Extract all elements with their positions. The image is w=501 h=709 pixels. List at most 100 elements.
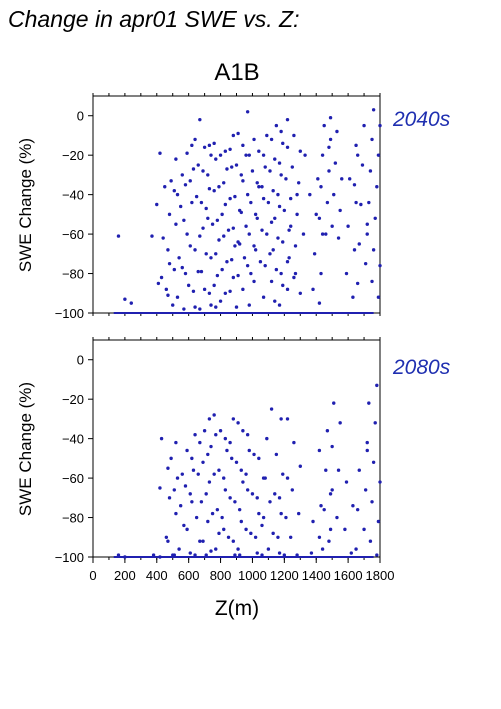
data-point (257, 185, 261, 189)
data-point (233, 500, 237, 504)
plot-frame (92, 95, 381, 314)
data-point (282, 208, 287, 213)
data-point (260, 185, 264, 189)
data-point (158, 555, 162, 559)
data-point (297, 181, 301, 185)
data-point (169, 179, 173, 183)
data-point (346, 224, 350, 228)
data-point (222, 476, 226, 480)
data-point (335, 515, 339, 520)
data-point (292, 440, 296, 445)
data-point (378, 123, 382, 128)
data-point (255, 551, 259, 555)
data-point (365, 222, 369, 226)
data-point (212, 188, 216, 193)
data-point (378, 480, 382, 484)
data-points (113, 108, 382, 314)
data-point (271, 531, 275, 536)
period-label: 2080s (392, 356, 451, 379)
data-point (295, 553, 299, 557)
data-point (320, 547, 325, 551)
y-tick-label: −20 (62, 148, 84, 163)
data-point (245, 192, 250, 197)
data-point (373, 421, 377, 425)
data-point (196, 163, 200, 167)
data-point (212, 141, 216, 146)
data-point (274, 123, 279, 128)
data-point (276, 236, 280, 240)
data-point (172, 488, 176, 492)
data-point (268, 169, 272, 173)
data-point (180, 173, 184, 177)
data-point (359, 202, 363, 207)
data-point (190, 200, 194, 205)
data-point (324, 468, 328, 472)
data-point (269, 407, 274, 411)
data-point (327, 145, 331, 149)
data-point (214, 432, 218, 437)
data-point (163, 185, 167, 189)
figure-title: Change in apr01 SWE vs. Z: (8, 6, 299, 32)
data-point (365, 232, 369, 236)
data-point (290, 488, 294, 492)
data-point (277, 303, 282, 307)
data-point (284, 177, 288, 181)
data-point (285, 476, 290, 480)
data-point (239, 468, 243, 472)
y-tick-label: −40 (62, 188, 84, 203)
data-point (188, 551, 192, 555)
data-point (234, 460, 239, 465)
data-point (287, 228, 291, 232)
data-point (244, 224, 248, 228)
data-point (234, 163, 239, 167)
data-point (247, 303, 251, 307)
data-point (167, 261, 172, 266)
data-point (303, 153, 307, 157)
data-point (212, 413, 216, 417)
data-point (261, 153, 266, 157)
data-point (166, 466, 170, 470)
data-point (236, 421, 240, 425)
data-point (198, 539, 202, 543)
data-point (322, 123, 326, 128)
data-point (190, 500, 194, 504)
data-point (252, 452, 256, 457)
data-point (362, 123, 366, 128)
data-point (241, 429, 245, 433)
data-point (244, 472, 248, 476)
data-point (198, 307, 202, 311)
data-point (212, 472, 216, 476)
data-point (357, 242, 361, 246)
x-axis-label: Z(m) (215, 597, 259, 620)
data-point (175, 192, 180, 197)
data-point (335, 129, 339, 134)
data-point (172, 188, 176, 193)
data-point (328, 137, 333, 142)
data-point (370, 137, 374, 142)
data-point (281, 141, 285, 146)
data-point (175, 476, 180, 480)
data-point (217, 468, 221, 472)
data-point (190, 143, 194, 148)
data-point (247, 232, 251, 236)
data-point (201, 169, 205, 173)
data-point (249, 200, 253, 205)
data-point (285, 417, 290, 421)
data-point (340, 177, 344, 181)
data-point (363, 488, 368, 492)
data-point (225, 260, 229, 264)
data-point (193, 137, 197, 142)
data-point (188, 244, 192, 248)
data-point (206, 173, 210, 177)
data-point (324, 232, 328, 236)
x-tick-label: 800 (210, 568, 232, 583)
data-point (185, 151, 189, 155)
data-point (174, 222, 178, 226)
data-point (370, 500, 374, 504)
data-point (215, 507, 220, 512)
data-point (263, 165, 267, 169)
data-point (129, 301, 133, 305)
data-point (338, 421, 342, 425)
data-point (245, 432, 250, 437)
